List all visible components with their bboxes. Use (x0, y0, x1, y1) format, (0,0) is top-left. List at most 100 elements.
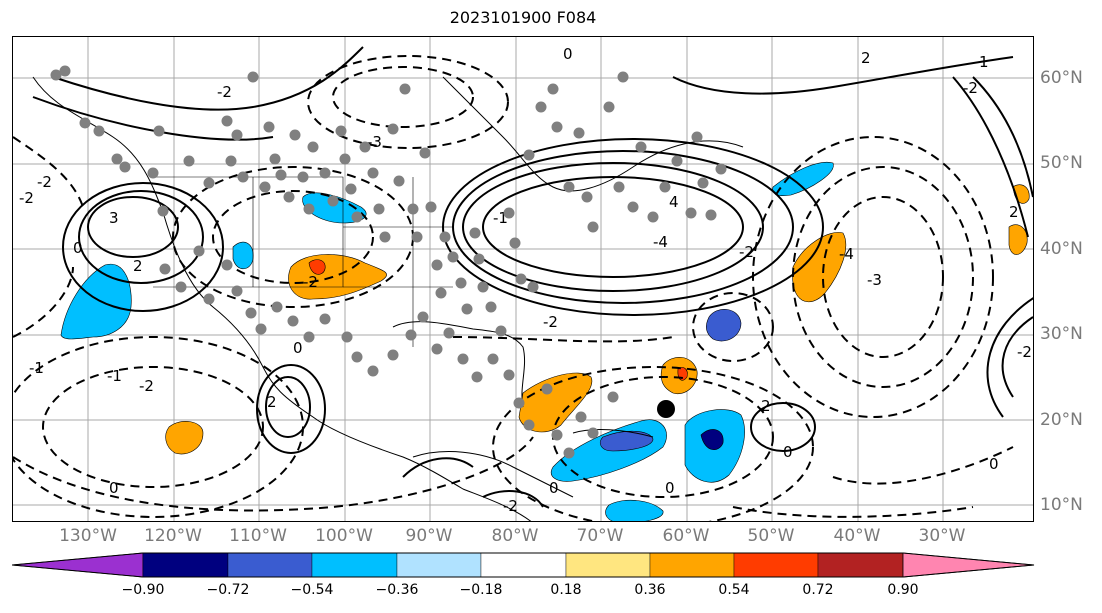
contour-label: 3 (109, 209, 119, 227)
station-marker (327, 195, 339, 207)
shade-plains-core (308, 259, 326, 275)
station-marker (193, 245, 205, 257)
colorbar-cell (817, 552, 904, 578)
station-marker (269, 153, 281, 165)
station-marker (245, 307, 257, 319)
station-marker (461, 303, 473, 315)
station-marker (283, 191, 295, 203)
contour-label: -3 (867, 271, 882, 289)
station-marker (59, 65, 71, 77)
shade-rockies-negative (232, 241, 254, 270)
station-marker (387, 123, 399, 135)
station-marker (307, 141, 319, 153)
station-marker (419, 147, 431, 159)
colorbar-cell (227, 552, 313, 578)
colorbar-tick: −0.72 (206, 582, 250, 598)
shade-caribbean-negative-inner (600, 430, 654, 452)
map-title: 2023101900 F084 (449, 8, 597, 27)
station-marker (455, 277, 467, 289)
colorbar-cell (396, 552, 482, 578)
station-marker (431, 343, 443, 355)
station-marker (405, 329, 417, 341)
station-marker (603, 101, 615, 113)
station-marker (431, 259, 443, 271)
coastlines (32, 76, 744, 521)
contour-label: -2 (37, 173, 52, 191)
station-marker (231, 129, 243, 141)
station-marker (435, 287, 447, 299)
lat-label: 30°N (1040, 324, 1083, 344)
contour-label: -2 (739, 243, 754, 261)
station-marker (319, 313, 331, 325)
station-marker (551, 121, 563, 133)
station-marker (671, 155, 683, 167)
station-marker (231, 285, 243, 297)
station-marker (119, 161, 131, 173)
contour-labels: 3 2 0 -2 -2 -1 2 -1 0 -2 -3 -4 -2 -4 -3 … (19, 45, 1032, 515)
shade-pacific-negative (60, 263, 132, 340)
station-marker (443, 327, 455, 339)
station-marker (503, 369, 515, 381)
colorbar-cell (480, 552, 567, 578)
station-marker (411, 231, 423, 243)
station-marker (379, 231, 391, 243)
colorbar-tick: 0.90 (887, 582, 919, 598)
station-marker (287, 315, 299, 327)
station-marker (627, 201, 639, 213)
station-marker (259, 181, 271, 193)
storm-position-marker (657, 400, 675, 418)
station-marker (515, 273, 527, 285)
lon-label: 50°W (747, 526, 795, 546)
station-marker (425, 201, 437, 213)
contour-label: 0 (549, 479, 559, 497)
colorbar (12, 552, 1035, 578)
station-marker (439, 231, 451, 243)
station-marker (275, 169, 287, 181)
station-marker (613, 181, 625, 193)
station-marker (407, 203, 419, 215)
colorbar-cell (565, 552, 651, 578)
station-marker (503, 207, 515, 219)
station-marker (289, 129, 301, 141)
station-marker (541, 383, 553, 395)
station-marker (393, 175, 405, 187)
contour-label: -2 (963, 79, 978, 97)
lat-label: 40°N (1040, 239, 1083, 259)
station-marker (617, 71, 629, 83)
station-marker (175, 281, 187, 293)
station-marker (183, 155, 195, 167)
station-marker (523, 149, 535, 161)
station-marker (203, 293, 215, 305)
station-marker (153, 125, 165, 137)
station-marker (685, 207, 697, 219)
station-marker (587, 427, 599, 439)
station-marker (587, 221, 599, 233)
station-marker (93, 125, 105, 137)
colorbar-tick: 0.18 (550, 582, 582, 598)
shade-atlantic-negative-mid (706, 309, 742, 342)
colorbar-tick: 0.54 (718, 582, 750, 598)
station-marker (447, 251, 459, 263)
contour-label: 4 (669, 193, 679, 211)
lat-label: 50°N (1040, 153, 1083, 173)
shade-far-east-positive (1008, 224, 1028, 255)
station-marker (473, 253, 485, 265)
station-marker (469, 227, 481, 239)
contour-label: 2 (861, 49, 871, 67)
lat-label: 60°N (1040, 68, 1083, 88)
contour-label: -2 (1017, 343, 1032, 361)
station-marker (303, 203, 315, 215)
colorbar-outline (12, 552, 1035, 578)
contour-label: -2 (217, 83, 232, 101)
colorbar-tick: −0.90 (121, 582, 165, 598)
contour-label: 2 (267, 393, 277, 411)
station-marker (399, 83, 411, 95)
contour-label: 2 (133, 257, 143, 275)
contour-label: -1 (29, 359, 44, 377)
station-marker (563, 181, 575, 193)
station-marker (387, 349, 399, 361)
station-marker (513, 397, 525, 409)
station-marker (417, 311, 429, 323)
lon-label: 90°W (405, 526, 453, 546)
contour-label: 2 (1009, 203, 1019, 221)
